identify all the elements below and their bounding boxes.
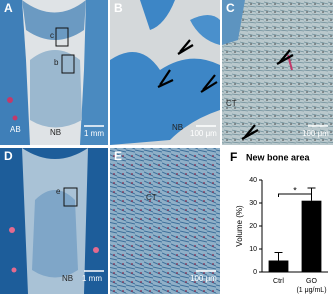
- panel-a: A c b AB NB 1 mm: [0, 0, 108, 145]
- box-label: b: [54, 58, 59, 67]
- scale-bar-label: 100 μm: [302, 129, 329, 138]
- box-label: e: [56, 187, 61, 196]
- panel-letter: E: [114, 149, 122, 163]
- panel-letter: C: [226, 1, 235, 15]
- chart-title: New bone area: [246, 152, 311, 162]
- y-tick-label: 20: [249, 223, 257, 230]
- panel-c: C CT 100 μm: [222, 0, 333, 145]
- scale-bar-label: 1 mm: [84, 129, 104, 138]
- panel-letter: F: [230, 150, 237, 164]
- panel-letter: A: [4, 1, 13, 15]
- y-tick-label: 10: [249, 246, 257, 253]
- scale-bar-label: 100 μm: [190, 274, 217, 283]
- error-bar: [274, 251, 283, 261]
- panel-f: F New bone area Volume (%) 0 10 20 30 40 Ctrl…: [230, 150, 328, 294]
- scale-bar-label: 1 mm: [82, 274, 102, 283]
- region-label: NB: [62, 274, 73, 283]
- box-label: c: [50, 31, 54, 40]
- panel-letter: B: [114, 1, 123, 15]
- y-tick-label: 30: [249, 200, 257, 207]
- scale-bar-label: 100 μm: [190, 129, 217, 138]
- region-label: CT: [226, 99, 237, 108]
- x-tick-label: GO (1 μg/mL): [296, 278, 326, 294]
- significance-bracket: [278, 193, 312, 197]
- y-axis-label: Volume (%): [235, 205, 244, 247]
- panel-letter: D: [4, 149, 13, 163]
- panel-e: E CT 100 μm: [110, 148, 220, 294]
- bar: [301, 200, 322, 272]
- y-tick-label: 40: [249, 177, 257, 184]
- bar: [268, 260, 289, 272]
- region-label: NB: [172, 123, 183, 132]
- region-label: NB: [50, 128, 61, 137]
- y-tick-label: 0: [253, 269, 257, 276]
- region-label: AB: [10, 125, 21, 134]
- region-label: CT: [146, 193, 157, 202]
- significance-mark: *: [293, 185, 297, 195]
- x-tick-label: Ctrl: [273, 278, 284, 285]
- panel-d: D e NB 1 mm: [0, 148, 108, 294]
- panel-b: B NB 100 μm: [110, 0, 220, 145]
